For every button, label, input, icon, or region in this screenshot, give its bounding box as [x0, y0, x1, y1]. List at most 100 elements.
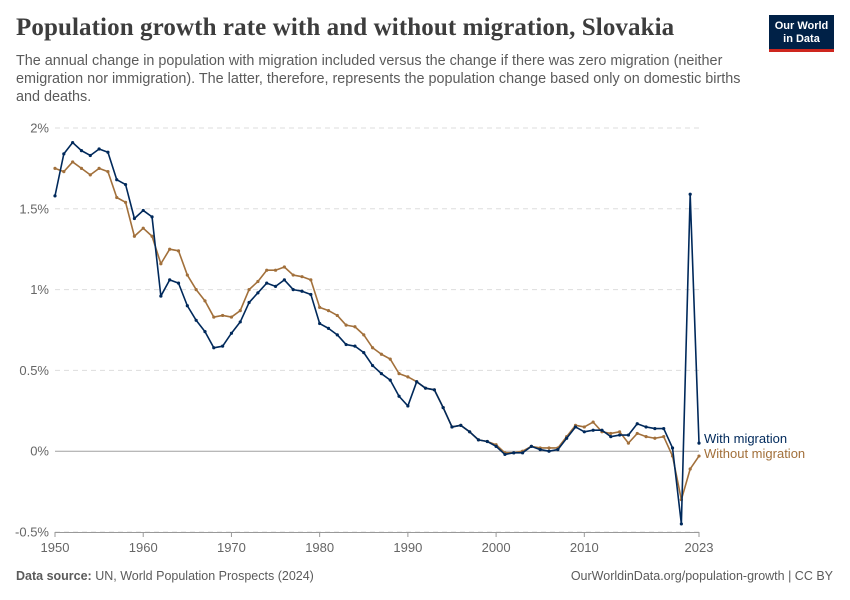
y-tick-label: 1%: [30, 282, 49, 297]
series-with-migration-point: [512, 451, 516, 455]
series-with-migration-point: [353, 344, 357, 348]
series-without-migration-point: [212, 315, 216, 319]
series-with-migration-point: [53, 194, 57, 198]
data-source-label: Data source:: [16, 569, 92, 583]
series-without-migration-point: [141, 226, 145, 230]
series-without-migration-point: [662, 435, 666, 439]
series-with-migration-point: [309, 292, 313, 297]
y-tick-label: 0%: [30, 444, 49, 459]
owid-logo[interactable]: Our World in Data: [769, 15, 834, 52]
series-without-migration-point: [256, 279, 260, 284]
series-with-migration-point: [194, 318, 198, 322]
series-without-migration-point: [53, 166, 57, 170]
series-without-migration-point: [335, 313, 339, 318]
series-with-migration-point: [476, 438, 481, 442]
series-with-migration-point: [415, 380, 419, 384]
series-with-migration-point: [591, 428, 595, 432]
series-without-migration-point: [609, 431, 613, 436]
series-with-migration-point: [238, 320, 242, 324]
series-with-migration-point: [697, 441, 701, 445]
series-without-migration-point: [229, 315, 234, 319]
data-source-text: UN, World Population Prospects (2024): [95, 569, 314, 583]
series-with-migration-point: [441, 405, 445, 410]
series-without-migration-point: [79, 166, 84, 170]
series-with-migration-point: [362, 351, 366, 355]
chart-subtitle: The annual change in population with mig…: [16, 53, 741, 105]
series-with-migration-point: [97, 147, 101, 151]
x-tick-label: 2023: [685, 540, 714, 555]
series-with-migration-point: [468, 430, 472, 434]
series-without-migration-point: [626, 441, 631, 445]
series-without-migration-point: [397, 372, 401, 376]
series-without-migration-point: [106, 170, 110, 174]
x-tick-label: 1990: [393, 540, 422, 555]
series-with-migration-point: [388, 378, 392, 382]
series-with-migration-point: [688, 192, 692, 196]
series-without-migration: [53, 160, 701, 502]
series-with-migration-point: [344, 342, 348, 347]
series-without-migration-point: [406, 375, 410, 379]
series-without-migration-point: [291, 273, 295, 277]
series-without-migration-point: [185, 273, 189, 277]
source-url-link[interactable]: OurWorldinData.org/population-growth | C…: [570, 569, 833, 583]
series-with-migration-point: [503, 452, 507, 457]
chart-title: Population growth rate with and without …: [16, 14, 675, 41]
x-tick-label: 2010: [570, 540, 599, 555]
series-with-migration-point: [318, 321, 322, 326]
series-without-migration-point: [150, 234, 154, 238]
series-with-migration-point: [335, 333, 339, 337]
series-with-migration-point: [626, 433, 631, 437]
series-without-migration-point: [388, 357, 392, 361]
series-with-migration-point: [123, 182, 128, 187]
series-with-migration-point: [132, 216, 136, 221]
series-without-migration-point: [88, 173, 92, 177]
series-without-migration-point: [362, 333, 366, 337]
series-without-migration-point: [653, 436, 657, 440]
series-without-migration-point: [282, 265, 286, 269]
series-with-migration-point: [423, 386, 428, 390]
y-tick-label: -0.5%: [15, 525, 49, 540]
series-with-migration-point: [406, 404, 410, 408]
series-with-migration-point: [379, 372, 384, 376]
series-with-migration-point: [300, 289, 304, 293]
series-with-migration-point: [635, 422, 639, 426]
series-with-migration-point: [432, 388, 436, 392]
series-with-migration-point: [106, 150, 110, 154]
x-tick-label: 1980: [305, 540, 334, 555]
series-with-migration-point: [538, 447, 542, 452]
series-without-migration-point: [273, 268, 278, 272]
series-with-migration-point: [556, 447, 560, 452]
series-with-migration: [53, 140, 701, 526]
series-with-migration-point: [62, 152, 66, 156]
series-with-migration-point: [565, 436, 569, 440]
series-with-migration-point: [115, 178, 119, 182]
series-with-migration-point: [229, 331, 234, 335]
series-with-migration-point: [609, 435, 613, 439]
series-without-migration-point: [635, 431, 639, 436]
series-without-migration-point: [300, 275, 304, 279]
series-without-migration-point: [644, 435, 648, 439]
series-without-migration-point: [176, 249, 181, 253]
series-with-migration-point: [168, 278, 172, 282]
series-with-migration-point: [494, 444, 498, 448]
series-without-migration-point: [115, 195, 119, 200]
x-tick-label: 1950: [41, 540, 70, 555]
series-without-migration-line: [54, 161, 700, 501]
series-with-migration-point: [88, 153, 92, 158]
series-with-migration-point: [185, 304, 189, 308]
series-without-migration-point: [71, 160, 75, 164]
series-without-migration-point: [618, 430, 622, 434]
series-without-migration-point: [353, 325, 357, 329]
series-without-migration-point: [379, 352, 384, 356]
series-without-migration-point: [221, 313, 225, 318]
series-with-migration-point: [485, 439, 489, 444]
series-with-migration-point: [247, 300, 251, 305]
series-without-migration-point: [547, 446, 551, 450]
series-with-migration-point: [203, 330, 207, 334]
series-without-migration-point: [265, 268, 269, 272]
series-without-migration-point: [194, 288, 198, 292]
series-without-migration-point: [97, 166, 101, 170]
series-with-migration-point: [618, 433, 622, 437]
series-with-migration-point: [282, 278, 286, 282]
